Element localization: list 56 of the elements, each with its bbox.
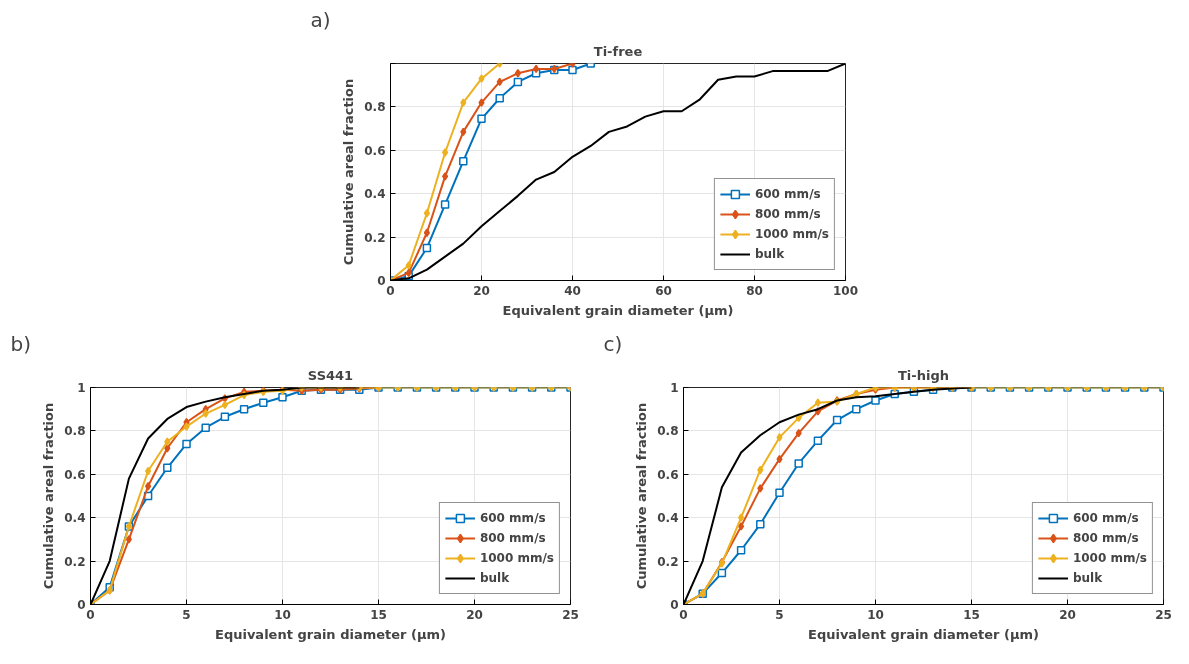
chart-title: Ti-high — [898, 367, 949, 383]
legend-label: 800 mm/s — [1072, 531, 1139, 545]
text: c) — [603, 331, 623, 356]
y-tick-label: 0 — [77, 598, 86, 612]
y-tick-label: 0.2 — [64, 554, 86, 569]
legend-label: 800 mm/s — [479, 531, 546, 545]
x-tick-label: 5 — [182, 607, 191, 622]
x-tick-label: 100 — [832, 283, 859, 298]
y-tick-label: 0.2 — [657, 554, 679, 569]
y-tick-label: 0.6 — [364, 143, 386, 158]
x-tick-label: 60 — [655, 283, 672, 298]
y-tick-label: 0.4 — [64, 511, 86, 526]
x-tick-label: 20 — [473, 283, 490, 298]
x-tick-label: 40 — [564, 283, 581, 298]
legend-label: 600 mm/s — [754, 187, 821, 201]
x-tick-label: 10 — [274, 607, 291, 622]
y-tick-label: 0.6 — [64, 467, 86, 482]
legend-label: 800 mm/s — [754, 207, 821, 221]
y-tick-label: 0.8 — [364, 100, 386, 115]
chart-title: SS441 — [307, 367, 354, 383]
y-tick-label: 0.4 — [657, 511, 679, 526]
chart-title: Ti-free — [593, 43, 643, 59]
x-tick-label: 10 — [867, 607, 884, 622]
y-tick-label: 0.8 — [64, 424, 86, 439]
legend-label: bulk — [1072, 571, 1103, 585]
text: a) — [310, 7, 331, 32]
x-axis-title: Equivalent grain diameter (μm) — [808, 626, 1039, 642]
x-tick-label: 80 — [746, 283, 763, 298]
x-axis-title: Equivalent grain diameter (μm) — [215, 626, 446, 642]
y-tick-label: 0 — [377, 274, 386, 288]
y-tick-label: 0.6 — [657, 467, 679, 482]
legend-label: 600 mm/s — [479, 511, 546, 525]
y-axis-title: Cumulative areal fraction — [41, 402, 57, 590]
x-tick-label: 25 — [562, 607, 579, 622]
legend-label: 1000 mm/s — [479, 551, 554, 565]
y-tick-label: 1 — [670, 381, 679, 395]
y-tick-label: 0.4 — [364, 187, 386, 202]
x-tick-label: 15 — [963, 607, 980, 622]
x-tick-label: 20 — [1059, 607, 1076, 622]
x-tick-label: 25 — [1155, 607, 1172, 622]
legend-label: 600 mm/s — [1072, 511, 1139, 525]
x-tick-label: 5 — [775, 607, 784, 622]
y-axis-title: Cumulative areal fraction — [634, 402, 650, 590]
x-tick-label: 20 — [466, 607, 483, 622]
legend-label: bulk — [754, 247, 785, 261]
y-tick-label: 0 — [670, 598, 679, 612]
y-tick-label: 0.8 — [657, 424, 679, 439]
legend-label: 1000 mm/s — [1072, 551, 1147, 565]
text: b) — [10, 331, 31, 356]
y-tick-label: 0.2 — [364, 230, 386, 245]
y-tick-label: 1 — [77, 381, 86, 395]
x-tick-label: 15 — [370, 607, 387, 622]
legend-label: 1000 mm/s — [754, 227, 829, 241]
legend-label: bulk — [479, 571, 510, 585]
y-axis-title: Cumulative areal fraction — [341, 78, 357, 266]
x-axis-title: Equivalent grain diameter (μm) — [502, 302, 734, 318]
